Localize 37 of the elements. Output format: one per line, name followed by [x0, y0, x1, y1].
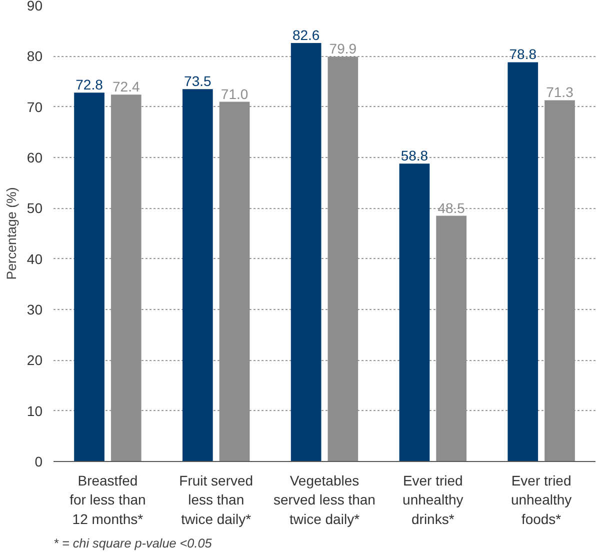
bar	[399, 164, 430, 462]
data-label: 73.5	[184, 73, 212, 90]
x-tick-label: Ever tried unhealthy drinks*	[402, 472, 464, 527]
y-tick-label: 60	[26, 150, 43, 166]
y-tick-label: 90	[26, 0, 43, 14]
bar	[508, 62, 538, 462]
data-label: 82.6	[292, 26, 320, 43]
bar	[182, 89, 213, 462]
bar	[436, 216, 467, 462]
bar	[219, 102, 250, 462]
data-label: 48.5	[438, 200, 466, 216]
bar	[110, 94, 142, 462]
x-tick-label: Breastfed for less than 12 months*	[70, 472, 146, 527]
y-tick-label: 30	[26, 302, 43, 318]
y-tick-label: 20	[26, 352, 43, 368]
data-label: 79.9	[329, 40, 357, 57]
data-label: 71.0	[220, 86, 248, 102]
bar	[544, 100, 575, 462]
data-label: 78.8	[509, 46, 537, 62]
y-tick-label: 10	[26, 402, 43, 419]
data-label: 58.8	[400, 148, 428, 164]
y-tick-label: 0	[34, 454, 43, 470]
bar	[290, 42, 322, 462]
data-label: 71.3	[546, 84, 574, 100]
data-label: 72.4	[112, 78, 140, 95]
x-tick-label: Vegetables served less than twice daily*	[274, 472, 376, 527]
bar	[328, 56, 358, 462]
y-tick-label: 80	[26, 48, 43, 64]
data-label: 72.8	[76, 76, 104, 93]
x-tick-label: Fruit served less than twice daily*	[179, 472, 254, 527]
y-tick-label: 70	[26, 98, 43, 115]
y-tick-label: 50	[26, 200, 43, 216]
y-axis-title: Percentage (%)	[4, 187, 19, 280]
y-tick-label: 40	[26, 250, 43, 267]
bar	[74, 92, 104, 462]
x-tick-label: Ever tried unhealthy foods*	[510, 472, 572, 527]
text: * = chi square p-value <0.05	[54, 536, 213, 550]
